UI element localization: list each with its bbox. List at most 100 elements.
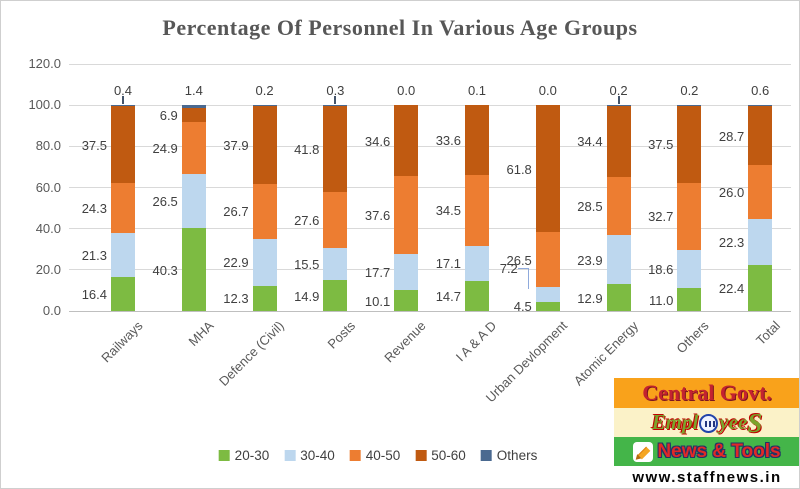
bar-segment-Others [748, 105, 773, 107]
data-label-40-50: 26.7 [223, 204, 249, 220]
pencil-icon [633, 441, 654, 462]
y-axis-tick-label: 60.0 [35, 179, 61, 195]
data-label-Others: 0.6 [751, 83, 770, 99]
bar-segment-20-30 [677, 288, 702, 311]
bar-segment-50-60 [606, 105, 631, 177]
leader-line [527, 268, 529, 289]
leader-line [122, 96, 124, 105]
x-axis-line [69, 310, 791, 312]
y-axis-tick-label: 20.0 [35, 261, 61, 277]
data-label-50-60: 6.9 [159, 108, 178, 124]
gridline [69, 187, 791, 188]
legend-swatch-icon [349, 450, 361, 461]
bar-segment-40-50 [748, 165, 773, 219]
bar-segment-50-60 [535, 105, 560, 233]
leader-line [517, 268, 528, 270]
data-label-50-60: 34.6 [364, 133, 391, 149]
data-label-40-50: 24.9 [152, 140, 178, 156]
data-label-40-50: 26.5 [506, 252, 532, 268]
legend-swatch-icon [284, 450, 296, 461]
data-label-30-40: 7.2 [499, 261, 518, 277]
chart-legend: 20-30 30-40 40-50 50-60 Others [218, 448, 538, 463]
bar-segment-Others [181, 105, 206, 109]
data-label-30-40: 23.9 [577, 252, 603, 268]
data-label-20-30: 12.9 [577, 290, 603, 306]
bar-segment-30-40 [181, 173, 206, 229]
data-label-30-40: 18.6 [648, 262, 674, 278]
y-axis-tick-label: 100.0 [28, 97, 61, 113]
data-label-50-60: 41.8 [294, 141, 320, 157]
bar-segment-30-40 [111, 233, 135, 278]
gridline [69, 228, 791, 230]
legend-item-30-40: 30-40 [284, 448, 335, 463]
data-label-20-30: 40.3 [152, 262, 178, 278]
bar-segment-50-60 [394, 105, 419, 177]
y-axis-tick-label: 120.0 [28, 56, 61, 71]
y-axis-tick-label: 0.0 [42, 303, 61, 318]
data-label-30-40: 26.5 [152, 193, 178, 209]
data-label-20-30: 14.9 [294, 288, 320, 304]
bar-segment-20-30 [606, 284, 631, 311]
legend-label: 40-50 [365, 448, 401, 463]
data-label-30-40: 21.3 [81, 248, 107, 264]
leader-line [334, 95, 337, 104]
legend-swatch-icon [415, 450, 427, 461]
data-label-20-30: 22.4 [718, 280, 745, 296]
data-label-Others: 0.2 [680, 83, 699, 99]
y-axis-tick-label: 40.0 [35, 220, 61, 236]
bar-segment-30-40 [252, 238, 277, 286]
bar-segment-50-60 [748, 106, 773, 166]
bar-segment-30-40 [748, 218, 773, 265]
bar-segment-20-30 [181, 228, 206, 311]
data-label-40-50: 26.0 [718, 185, 745, 201]
watermark-line2-suffix: S [747, 407, 763, 438]
data-label-40-50: 32.7 [648, 209, 674, 225]
legend-swatch-icon [218, 450, 230, 461]
data-label-40-50: 28.5 [577, 198, 603, 214]
data-label-50-60: 37.9 [223, 137, 249, 153]
legend-item-20-30: 20-30 [218, 448, 269, 463]
legend-item-40-50: 40-50 [349, 448, 401, 463]
data-label-50-60: 33.6 [435, 132, 461, 148]
data-label-50-60: 61.8 [506, 161, 532, 177]
bar-segment-40-50 [394, 176, 419, 254]
data-label-20-30: 10.1 [364, 293, 391, 309]
data-label-Others: 0.0 [538, 83, 557, 99]
bar-segment-20-30 [748, 264, 773, 311]
bar-segment-50-60 [465, 105, 489, 175]
data-label-50-60: 37.5 [81, 137, 107, 153]
data-label-40-50: 37.6 [364, 208, 391, 224]
staffnews-watermark: Central Govt. Empl yee S News & Tools www.… [614, 378, 799, 488]
y-axis-tick-label: 80.0 [35, 138, 61, 154]
x-axis-category-label: Others [673, 318, 713, 357]
data-label-30-40: 17.1 [435, 256, 461, 272]
data-label-40-50: 27.6 [294, 213, 320, 229]
bar-segment-40-50 [323, 191, 348, 249]
data-label-Others: 0.0 [397, 83, 416, 99]
bar-segment-50-60 [252, 105, 277, 184]
data-label-Others: 0.2 [609, 83, 628, 99]
bar-segment-30-40 [465, 245, 489, 281]
bar-segment-40-50 [677, 182, 702, 251]
x-axis-category-label: Defence (Civil) [216, 318, 288, 389]
watermark-line2-mid: yee [719, 410, 748, 434]
gridline [69, 145, 791, 147]
data-label-30-40: 22.9 [223, 255, 249, 271]
watermark-line1: Central Govt. [614, 378, 799, 408]
bar-segment-40-50 [535, 232, 560, 287]
x-axis-category-label: MHA [185, 318, 217, 350]
data-label-20-30: 4.5 [513, 299, 532, 315]
bar-segment-30-40 [535, 286, 560, 302]
chart-title: Percentage Of Personnel In Various Age G… [162, 15, 638, 40]
bar-segment-30-40 [606, 235, 631, 285]
bar-segment-Others [111, 105, 135, 107]
data-label-20-30: 11.0 [649, 292, 674, 308]
bar-segment-40-50 [465, 174, 489, 246]
watermark-line2-prefix: Empl [651, 410, 699, 434]
data-label-50-60: 34.4 [577, 134, 603, 150]
legend-label: Others [496, 448, 538, 463]
data-label-Others: 0.4 [113, 83, 133, 99]
legend-label: 30-40 [300, 448, 335, 463]
bar-segment-Others [323, 104, 348, 106]
